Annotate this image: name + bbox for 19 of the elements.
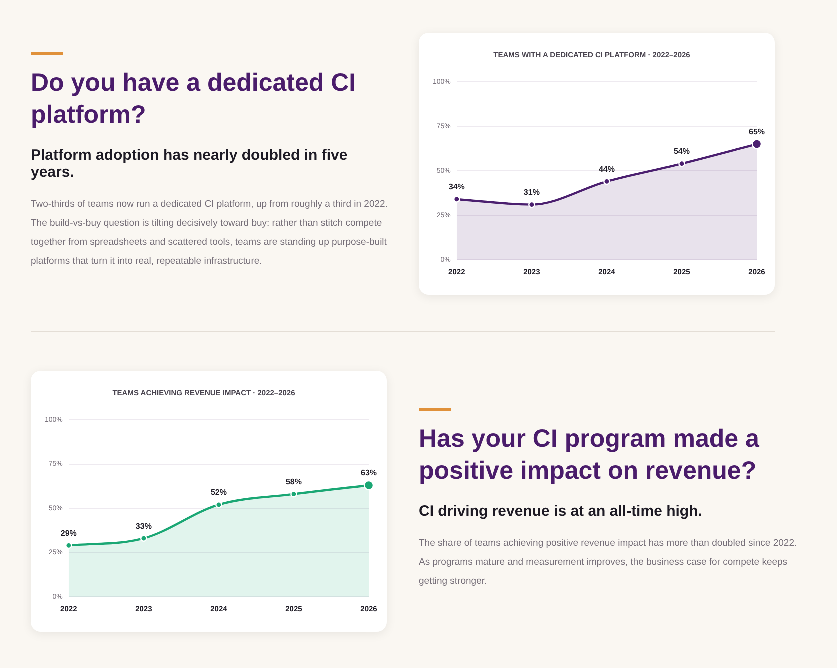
data-label: 33% <box>136 522 152 531</box>
data-label: 52% <box>210 488 227 498</box>
data-label: 65% <box>748 128 766 137</box>
data-label: 63% <box>360 468 378 478</box>
point <box>140 535 148 542</box>
data-label: 54% <box>674 147 690 156</box>
point <box>454 196 460 203</box>
data-label: 58% <box>286 478 302 487</box>
text: Has your CI program made a positive impact on revenue? <box>419 424 760 487</box>
data-label: 31% <box>524 188 540 198</box>
point <box>216 502 222 508</box>
text: Platform adoption has nearly doubled in five years. <box>31 147 349 181</box>
data-label: 29% <box>60 528 77 538</box>
text: The share of teams achieving positive revenue impact has more than doubled since 2022. As programs mature and measurement improves, the business case for compete keeps getting stronger. <box>419 537 798 589</box>
data-label: 34% <box>448 182 465 192</box>
data-label: 44% <box>598 164 615 174</box>
text: Two-thirds of teams now run a dedicated CI platform, up from roughly a third in 2022. The build-vs-buy question is tilting decisively toward buy: rather than stitch compete together from spreadsheets and scattered tools, teams are standing up purpose-built platforms that turn it into real, repeatable infrastructure. <box>31 198 389 269</box>
text: CI driving revenue is at an all-time high. <box>419 503 704 520</box>
text: Do you have a dedicated CI platform? <box>31 68 358 131</box>
